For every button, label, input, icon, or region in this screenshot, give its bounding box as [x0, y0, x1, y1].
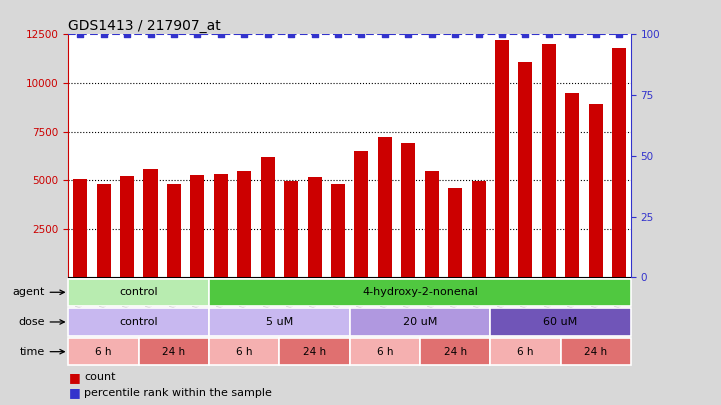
Bar [425, 171, 438, 277]
Point [426, 31, 438, 38]
Text: 4-hydroxy-2-nonenal: 4-hydroxy-2-nonenal [362, 287, 478, 297]
FancyBboxPatch shape [209, 338, 280, 365]
Text: 6 h: 6 h [376, 347, 393, 357]
Bar [542, 44, 556, 277]
Text: ■: ■ [68, 371, 80, 384]
Point [590, 31, 601, 38]
FancyBboxPatch shape [490, 308, 631, 336]
FancyBboxPatch shape [350, 308, 490, 336]
Text: 6 h: 6 h [95, 347, 112, 357]
Text: 5 uM: 5 uM [266, 317, 293, 327]
FancyBboxPatch shape [490, 338, 560, 365]
Point [614, 31, 625, 38]
Text: 24 h: 24 h [303, 347, 326, 357]
Point [449, 31, 461, 38]
Text: control: control [120, 287, 158, 297]
FancyBboxPatch shape [280, 338, 350, 365]
FancyBboxPatch shape [209, 279, 631, 306]
Bar [74, 179, 87, 277]
Point [496, 31, 508, 38]
Bar [378, 137, 392, 277]
Point [332, 31, 344, 38]
Point [145, 31, 156, 38]
Bar [401, 143, 415, 277]
Bar [565, 93, 580, 277]
Point [286, 31, 297, 38]
Text: percentile rank within the sample: percentile rank within the sample [84, 388, 273, 398]
Text: 6 h: 6 h [236, 347, 252, 357]
Text: 24 h: 24 h [443, 347, 466, 357]
FancyBboxPatch shape [68, 308, 209, 336]
Text: agent: agent [13, 287, 45, 297]
Bar [97, 184, 111, 277]
Text: count: count [84, 373, 116, 382]
Text: 60 uM: 60 uM [544, 317, 578, 327]
Bar [588, 104, 603, 277]
Point [98, 31, 110, 38]
Bar [143, 168, 157, 277]
FancyBboxPatch shape [68, 279, 209, 306]
Text: dose: dose [19, 317, 45, 327]
Bar [284, 181, 298, 277]
Point [262, 31, 273, 38]
Bar [518, 62, 532, 277]
FancyBboxPatch shape [350, 338, 420, 365]
Point [543, 31, 554, 38]
Text: 20 uM: 20 uM [403, 317, 437, 327]
Bar [612, 48, 626, 277]
Bar [472, 181, 486, 277]
Point [473, 31, 485, 38]
Point [239, 31, 250, 38]
Point [192, 31, 203, 38]
Point [520, 31, 531, 38]
Point [567, 31, 578, 38]
Text: 24 h: 24 h [584, 347, 607, 357]
Point [74, 31, 86, 38]
Bar [120, 176, 134, 277]
Text: 6 h: 6 h [517, 347, 534, 357]
Bar [167, 184, 181, 277]
FancyBboxPatch shape [139, 338, 209, 365]
Text: control: control [120, 317, 158, 327]
Bar [190, 175, 205, 277]
Text: time: time [19, 347, 45, 357]
Point [379, 31, 391, 38]
Bar [448, 188, 462, 277]
FancyBboxPatch shape [209, 308, 350, 336]
FancyBboxPatch shape [68, 338, 139, 365]
Bar [495, 40, 509, 277]
Text: 24 h: 24 h [162, 347, 185, 357]
Bar [237, 171, 251, 277]
Bar [307, 177, 322, 277]
Point [402, 31, 414, 38]
FancyBboxPatch shape [560, 338, 631, 365]
Point [168, 31, 180, 38]
Bar [331, 184, 345, 277]
Text: ■: ■ [68, 386, 80, 399]
Point [121, 31, 133, 38]
Bar [355, 151, 368, 277]
Bar [213, 175, 228, 277]
Bar [260, 157, 275, 277]
FancyBboxPatch shape [420, 338, 490, 365]
Point [355, 31, 367, 38]
Point [215, 31, 226, 38]
Text: GDS1413 / 217907_at: GDS1413 / 217907_at [68, 19, 221, 33]
Point [309, 31, 320, 38]
